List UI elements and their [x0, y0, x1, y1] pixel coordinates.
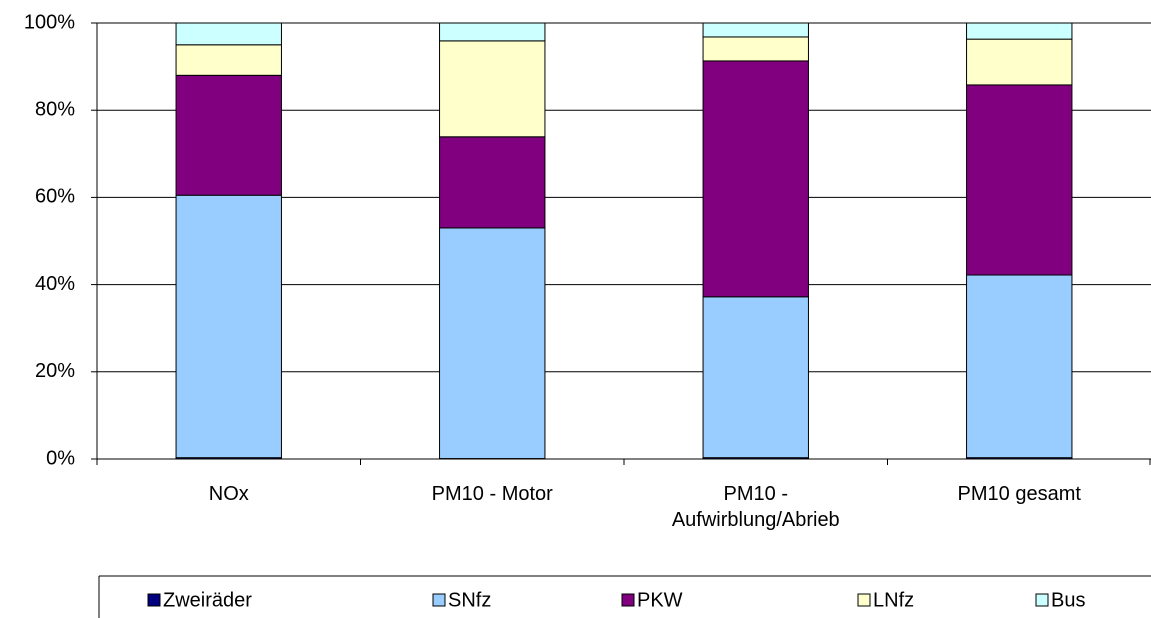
- bar-segment: [966, 274, 1073, 459]
- bar-segment: [175, 22, 282, 46]
- y-tick-label: 40%: [35, 273, 75, 295]
- bar-segment: [439, 227, 546, 460]
- legend-swatch: [1035, 593, 1049, 607]
- bar-segment: [702, 60, 809, 298]
- legend-label: Bus: [1051, 589, 1085, 611]
- bar-segment: [175, 194, 282, 459]
- y-tick-label: 0%: [46, 447, 75, 469]
- legend-label: LNfz: [873, 589, 914, 611]
- x-tick-label: PM10 - Motor: [431, 483, 553, 505]
- legend-label: Zweiräder: [163, 589, 252, 611]
- bar-segment: [702, 22, 809, 38]
- legend-label: PKW: [637, 589, 683, 611]
- y-tick-label: 80%: [35, 98, 75, 120]
- bar-segment: [702, 296, 809, 459]
- legend-swatch: [621, 593, 635, 607]
- y-tick-label: 100%: [24, 11, 75, 33]
- y-tick-label: 60%: [35, 186, 75, 208]
- bar-segment: [966, 38, 1073, 86]
- x-tick-label: NOx: [208, 483, 249, 505]
- legend-swatch: [857, 593, 871, 607]
- bar-segment: [439, 136, 546, 229]
- x-tick-label: PM10 - Aufwirblung/Abrieb: [671, 483, 840, 531]
- bar-segment: [175, 74, 282, 196]
- x-tick-label: PM10 gesamt: [957, 483, 1081, 505]
- y-tick-label: 20%: [35, 360, 75, 382]
- bar-segment: [439, 22, 546, 42]
- legend-label: SNfz: [448, 589, 491, 611]
- bar-segment: [966, 22, 1073, 40]
- bar-segment: [966, 84, 1073, 276]
- bar-segment: [439, 40, 546, 138]
- bar-segment: [175, 44, 282, 76]
- legend-swatch: [432, 593, 446, 607]
- legend-swatch: [147, 593, 161, 607]
- bar-segment: [702, 36, 809, 62]
